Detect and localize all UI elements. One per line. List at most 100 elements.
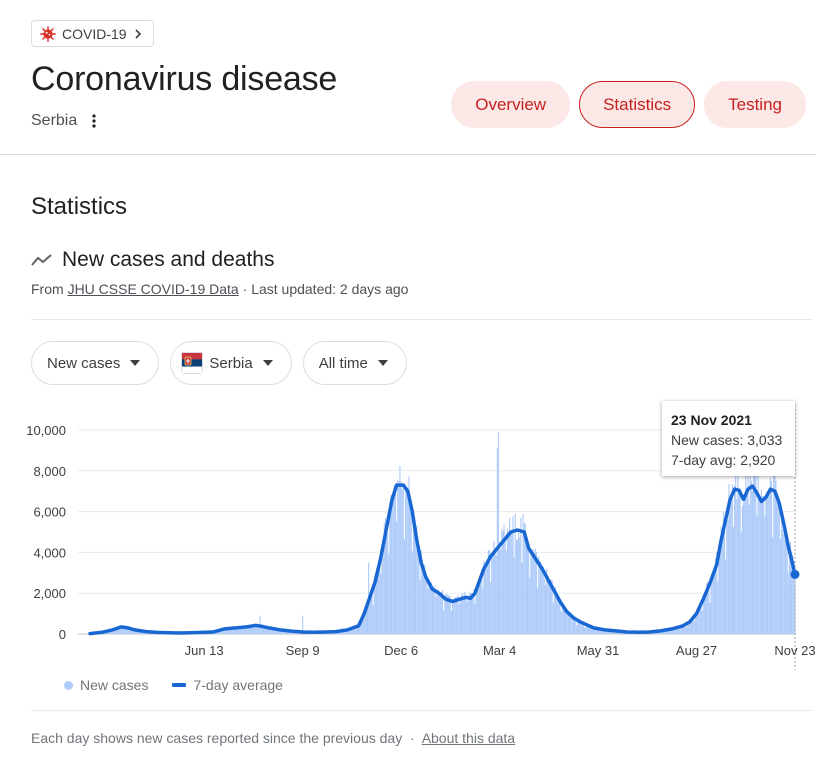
new-cases-bar [550, 579, 552, 634]
new-cases-bar [680, 627, 682, 634]
new-cases-bar [580, 621, 582, 634]
new-cases-bar [229, 627, 231, 634]
new-cases-bar [444, 600, 446, 634]
new-cases-bar [565, 610, 567, 634]
new-cases-bar [567, 609, 569, 634]
tab-statistics[interactable]: Statistics [579, 81, 696, 128]
new-cases-bar [345, 630, 347, 634]
new-cases-bar [361, 619, 363, 634]
new-cases-bar [250, 626, 252, 634]
topic-chip[interactable]: COVID-19 [31, 20, 154, 47]
new-cases-bar [416, 525, 418, 634]
new-cases-bar [136, 630, 138, 634]
new-cases-bar [249, 625, 251, 634]
new-cases-bar [689, 621, 691, 634]
new-cases-bar [732, 527, 735, 634]
new-cases-bar [437, 589, 439, 634]
new-cases-bar [352, 627, 354, 634]
new-cases-bar [426, 579, 428, 634]
new-cases-bar [687, 622, 689, 634]
new-cases-bar [709, 602, 711, 634]
new-cases-bar [430, 582, 432, 634]
new-cases-bar [603, 629, 605, 634]
new-cases-bar [674, 627, 676, 634]
new-cases-bar [500, 549, 502, 634]
new-cases-bar [364, 614, 366, 634]
new-cases-bar [455, 596, 457, 634]
new-cases-bar [475, 591, 477, 634]
new-cases-bar [457, 595, 459, 634]
new-cases-bar [551, 580, 553, 634]
new-cases-bar [728, 483, 730, 634]
new-cases-bar [597, 628, 599, 634]
new-cases-bar [131, 629, 134, 634]
new-cases-bar [459, 598, 461, 634]
new-cases-bar [539, 561, 541, 634]
new-cases-bar [377, 571, 379, 634]
new-cases-bar [417, 536, 419, 634]
cases-chart[interactable]: 10,000 8,000 6,000 4,000 2,000 0 Jun 13 Sep 9 D… [0, 395, 816, 670]
new-cases-bar [511, 530, 513, 634]
new-cases-bar [353, 627, 355, 634]
new-cases-bar [782, 529, 784, 634]
metric-dropdown-label: New cases [47, 354, 121, 372]
region-dropdown[interactable]: Serbia [170, 341, 292, 385]
new-cases-bar [716, 552, 718, 634]
new-cases-bar [286, 631, 288, 634]
about-data-link[interactable]: About this data [421, 730, 516, 746]
new-cases-bar [566, 609, 568, 634]
new-cases-bar [219, 630, 221, 634]
new-cases-bar [233, 628, 235, 634]
time-range-dropdown[interactable]: All time [302, 341, 407, 385]
new-cases-bar [385, 524, 388, 634]
metric-dropdown[interactable]: New cases [31, 341, 160, 385]
new-cases-bar [431, 590, 433, 634]
new-cases-bar [358, 625, 360, 634]
more-options-icon[interactable] [91, 113, 97, 129]
new-cases-bar [231, 630, 233, 634]
new-cases-bar [535, 552, 538, 634]
new-cases-bar [757, 474, 759, 634]
new-cases-bar [370, 594, 372, 634]
new-cases-bar [427, 588, 429, 634]
x-tick-label: Nov 23 [774, 643, 815, 658]
new-cases-bar [134, 629, 136, 634]
new-cases-bar [794, 572, 796, 634]
new-cases-bar [538, 556, 540, 634]
header-divider [0, 154, 816, 155]
new-cases-bar [710, 576, 712, 634]
new-cases-bar [119, 627, 121, 634]
new-cases-bar [729, 499, 731, 634]
new-cases-bar [252, 624, 254, 634]
new-cases-bar [594, 627, 596, 634]
new-cases-bar [271, 628, 273, 634]
new-cases-bar [366, 602, 369, 634]
new-cases-bar [114, 630, 116, 634]
new-cases-bar [587, 623, 589, 634]
new-cases-bar [476, 584, 478, 634]
tab-testing[interactable]: Testing [704, 81, 806, 128]
new-cases-bar [504, 538, 506, 634]
new-cases-bar [700, 604, 702, 634]
new-cases-bar [401, 489, 403, 634]
new-cases-bar [420, 549, 422, 634]
new-cases-bar [589, 625, 591, 634]
caret-down-icon [377, 360, 388, 366]
new-cases-bar [735, 474, 737, 634]
y-tick-label: 2,000 [33, 586, 66, 601]
new-cases-bar [552, 602, 554, 634]
new-cases-bar [482, 588, 484, 634]
new-cases-bar [462, 593, 464, 634]
tab-overview[interactable]: Overview [451, 81, 571, 128]
new-cases-bar [600, 629, 602, 634]
new-cases-bar [505, 550, 507, 634]
new-cases-bar [410, 507, 412, 634]
tooltip-average: 7-day avg: 2,920 [671, 452, 776, 468]
new-cases-bar [525, 535, 527, 634]
source-link[interactable]: JHU CSSE COVID-19 Data [67, 281, 239, 297]
new-cases-bar [483, 560, 485, 634]
new-cases-bar [741, 505, 743, 634]
caret-down-icon [130, 360, 141, 366]
seven-day-average-line [88, 483, 797, 636]
new-cases-bar [412, 518, 414, 634]
